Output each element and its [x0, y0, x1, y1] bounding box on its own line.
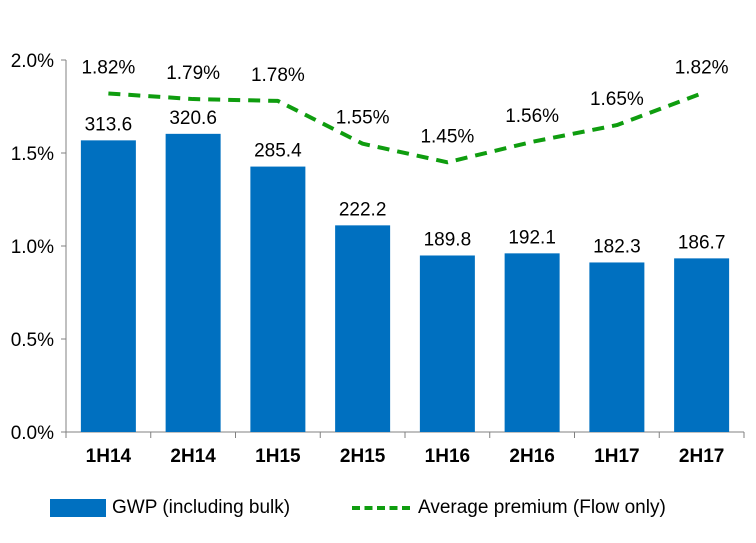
bar-value-label: 222.2 — [339, 199, 387, 220]
premium-value-label: 1.82% — [675, 57, 729, 78]
bar-value-label: 182.3 — [593, 236, 641, 257]
legend-swatch-bar — [50, 499, 106, 517]
x-axis-category-label: 2H16 — [509, 446, 554, 467]
x-axis-category-label: 2H14 — [170, 446, 216, 467]
x-axis-category-label: 2H15 — [340, 446, 386, 467]
premium-value-label: 1.56% — [505, 106, 559, 127]
legend-label-gwp: GWP (including bulk) — [112, 497, 291, 518]
premium-value-label: 1.45% — [420, 126, 474, 147]
bar-value-label: 320.6 — [169, 108, 217, 129]
premium-value-label: 1.55% — [336, 108, 390, 129]
legend: GWP (including bulk) Average premium (Fl… — [0, 493, 756, 523]
premium-value-label: 1.82% — [81, 57, 135, 78]
x-axis-category-label: 1H15 — [255, 446, 301, 467]
bar-value-label: 186.7 — [678, 232, 726, 253]
legend-label-premium: Average premium (Flow only) — [418, 497, 666, 518]
x-axis-category-label: 1H17 — [594, 446, 639, 467]
x-axis-category-label: 1H16 — [425, 446, 470, 467]
bar — [589, 262, 645, 432]
bar — [419, 255, 475, 432]
bar — [165, 133, 221, 433]
x-axis-category-label: 1H14 — [86, 446, 132, 467]
bar — [335, 225, 391, 432]
premium-value-label: 1.78% — [251, 65, 305, 86]
chart: 0.0% 0.5% 1.0% 1.5% 2.0% 313.6 1H14 320.6 2H14 28… — [11, 51, 745, 467]
bar-value-label: 189.8 — [424, 229, 472, 250]
legend-item-gwp: GWP (including bulk) — [50, 493, 290, 523]
premium-value-label: 1.65% — [590, 89, 644, 110]
legend-swatch-dashed-line — [352, 506, 410, 510]
bar-value-label: 313.6 — [85, 114, 133, 135]
bar — [674, 258, 730, 432]
x-axis-category-label: 2H17 — [679, 446, 724, 467]
premium-value-label: 1.79% — [166, 63, 220, 84]
y-axis-tick-label: 0.5% — [11, 330, 54, 351]
y-axis-tick-label: 0.0% — [11, 423, 54, 444]
bar-value-label: 285.4 — [254, 141, 302, 162]
bar — [250, 166, 306, 432]
bar — [80, 140, 136, 433]
y-axis-tick-label: 1.0% — [11, 237, 54, 258]
y-axis-tick-label: 2.0% — [11, 51, 54, 72]
bar-value-label: 192.1 — [508, 227, 556, 248]
bar — [504, 253, 560, 432]
legend-item-premium: Average premium (Flow only) — [352, 493, 666, 523]
y-axis-tick-label: 1.5% — [11, 144, 54, 165]
premium-line-series — [108, 91, 703, 165]
